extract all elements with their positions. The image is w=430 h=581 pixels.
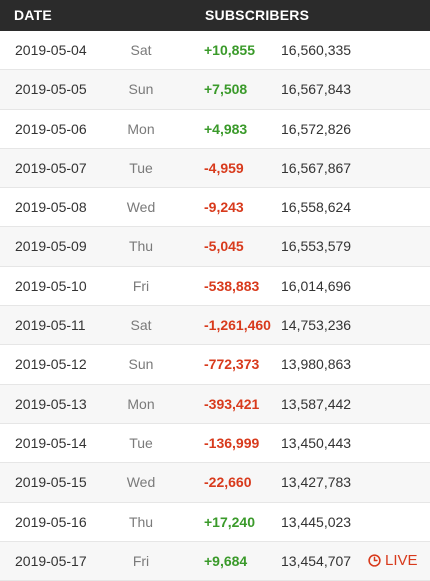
table-body: 2019-05-04 Sat +10,855 16,560,335 2019-05-05… (0, 31, 430, 581)
row-subscriber-change: +9,684 (204, 552, 248, 569)
row-date: 2019-05-15 (15, 474, 87, 491)
row-subscriber-change: -5,045 (204, 238, 244, 255)
table-row: 2019-05-12 Sun -772,373 13,980,863 (0, 345, 430, 385)
row-date: 2019-05-08 (15, 199, 87, 216)
row-weekday: Mon (127, 120, 155, 137)
row-subscriber-total: 16,560,335 (281, 42, 352, 58)
row-date: 2019-05-11 (15, 317, 86, 334)
row-subscriber-change: -4,959 (204, 159, 244, 176)
row-weekday: Thu (128, 238, 154, 255)
row-weekday: Wed (126, 199, 156, 216)
table-row: 2019-05-04 Sat +10,855 16,560,335 (0, 31, 430, 71)
table-row: 2019-05-13 Mon -393,421 13,587,442 (0, 384, 430, 424)
row-subscriber-change: +17,240 (204, 513, 255, 530)
row-subscriber-change: -9,243 (204, 199, 244, 216)
row-date: 2019-05-12 (15, 356, 87, 373)
row-subscriber-total: 16,014,696 (281, 277, 352, 294)
row-date: 2019-05-04 (15, 42, 87, 58)
row-subscriber-total: 13,445,023 (281, 513, 352, 530)
row-subscriber-total: 13,980,863 (281, 356, 352, 373)
table-row: 2019-05-06 Mon +4,983 16,572,826 (0, 110, 430, 149)
row-subscriber-total: 13,450,443 (281, 434, 352, 451)
row-weekday: Sat (130, 317, 152, 334)
subscribers-column-header: SUBSCRIBERS (205, 7, 310, 23)
row-weekday: Thu (128, 513, 154, 530)
row-date: 2019-05-17 (15, 552, 87, 569)
row-subscriber-change: -538,883 (204, 277, 260, 294)
row-subscriber-change: +10,855 (204, 42, 255, 58)
table-row: 2019-05-17 Fri +9,684 13,454,707 LIVE (0, 541, 430, 581)
row-subscriber-change: -393,421 (204, 395, 260, 412)
row-weekday: Wed (126, 474, 156, 491)
row-weekday: Tue (129, 159, 153, 176)
row-date: 2019-05-09 (15, 238, 87, 255)
row-subscriber-change: +4,983 (204, 120, 248, 137)
table-row: 2019-05-05 Sun +7,508 16,567,843 (0, 70, 430, 110)
row-subscriber-total: 13,427,783 (281, 474, 352, 491)
row-date: 2019-05-06 (15, 120, 87, 137)
table-row: 2019-05-08 Wed -9,243 16,558,624 (0, 188, 430, 228)
row-date: 2019-05-14 (15, 434, 87, 451)
table-row: 2019-05-10 Fri -538,883 16,014,696 (0, 267, 430, 307)
row-subscriber-total: 16,567,867 (281, 159, 352, 176)
row-date: 2019-05-13 (15, 395, 87, 412)
row-subscriber-total: 16,572,826 (281, 120, 352, 137)
row-subscriber-total: 14,753,236 (281, 317, 352, 334)
table-row: 2019-05-16 Thu +17,240 13,445,023 (0, 503, 430, 542)
row-subscriber-total: 16,567,843 (281, 81, 352, 98)
row-subscriber-change: -772,373 (204, 356, 260, 373)
row-date: 2019-05-07 (15, 159, 87, 176)
table-row: 2019-05-07 Tue -4,959 16,567,867 (0, 148, 430, 189)
row-subscriber-total: 16,553,579 (281, 238, 352, 255)
table-row: 2019-05-11 Sat -1,261,460 14,753,236 (0, 306, 430, 346)
table-row: 2019-05-09 Thu -5,045 16,553,579 (0, 227, 430, 267)
row-weekday: Tue (129, 434, 153, 451)
row-subscriber-change: -1,261,460 (204, 317, 271, 334)
row-weekday: Sun (128, 81, 154, 98)
row-weekday: Fri (132, 277, 150, 294)
row-weekday: Sun (128, 356, 154, 373)
row-subscriber-total: 13,454,707 (281, 552, 352, 569)
row-subscriber-change: +7,508 (204, 81, 248, 98)
table-row: 2019-05-14 Tue -136,999 13,450,443 (0, 424, 430, 464)
live-label: LIVE (385, 551, 418, 569)
row-subscriber-total: 16,558,624 (281, 199, 352, 216)
row-weekday: Mon (127, 395, 155, 412)
table-row: 2019-05-15 Wed -22,660 13,427,783 (0, 463, 430, 503)
row-weekday: Sat (130, 42, 152, 58)
row-weekday: Fri (132, 552, 150, 569)
row-subscriber-change: -136,999 (204, 434, 260, 451)
row-subscriber-change: -22,660 (204, 474, 252, 491)
row-date: 2019-05-16 (15, 513, 87, 530)
row-date: 2019-05-10 (15, 277, 87, 294)
row-date: 2019-05-05 (15, 81, 87, 98)
date-column-header: DATE (14, 7, 52, 23)
clock-icon (368, 554, 381, 568)
table-header: DATE SUBSCRIBERS (0, 0, 430, 31)
row-subscriber-total: 13,587,442 (281, 395, 352, 412)
live-indicator: LIVE (368, 542, 418, 580)
